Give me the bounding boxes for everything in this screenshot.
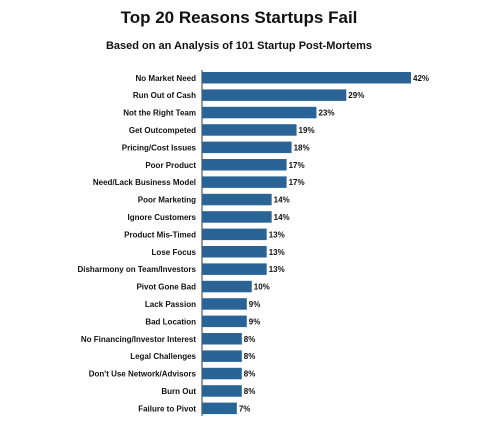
bar bbox=[202, 72, 411, 84]
value-label: 23% bbox=[318, 109, 334, 118]
value-label: 13% bbox=[269, 248, 285, 257]
category-label: Don't Use Network/Advisors bbox=[89, 370, 197, 379]
bar bbox=[202, 315, 247, 328]
category-label: Lack Passion bbox=[145, 300, 196, 309]
bar bbox=[202, 89, 347, 101]
category-label: Ignore Customers bbox=[128, 213, 197, 222]
value-label: 8% bbox=[244, 352, 256, 361]
category-label: Product Mis-Timed bbox=[124, 230, 196, 239]
category-label: Poor Product bbox=[145, 161, 196, 170]
category-label: Not the Right Team bbox=[123, 109, 196, 118]
chart-subtitle: Based on an Analysis of 101 Startup Post… bbox=[105, 40, 373, 52]
value-label: 42% bbox=[413, 74, 429, 83]
value-label: 7% bbox=[239, 404, 251, 413]
category-label: Run Out of Cash bbox=[133, 91, 196, 100]
bar bbox=[202, 141, 292, 154]
category-label: Failure to Pivot bbox=[138, 404, 196, 413]
value-label: 19% bbox=[299, 126, 315, 135]
bar bbox=[202, 333, 242, 345]
bar bbox=[202, 176, 287, 188]
bar bbox=[202, 350, 242, 362]
bar bbox=[202, 228, 267, 241]
value-label: 17% bbox=[289, 161, 305, 170]
value-label: 13% bbox=[269, 265, 285, 274]
value-label: 17% bbox=[289, 178, 305, 187]
value-label: 14% bbox=[274, 213, 290, 222]
value-label: 8% bbox=[244, 335, 256, 344]
bar bbox=[202, 246, 267, 258]
category-label: Lose Focus bbox=[152, 248, 197, 257]
bar bbox=[202, 367, 242, 380]
category-label: Need/Lack Business Model bbox=[93, 178, 196, 187]
bar bbox=[202, 263, 267, 275]
category-label: Disharmony on Team/Investors bbox=[77, 265, 196, 274]
value-label: 8% bbox=[244, 370, 256, 379]
category-label: Legal Challenges bbox=[130, 352, 196, 361]
category-label: Pricing/Cost Issues bbox=[122, 143, 197, 152]
category-label: Bad Location bbox=[145, 317, 196, 326]
bar bbox=[202, 159, 287, 171]
value-label: 14% bbox=[274, 196, 290, 205]
category-label: Get Outcompeted bbox=[129, 126, 196, 135]
value-label: 9% bbox=[249, 300, 261, 309]
bar bbox=[202, 298, 247, 310]
value-label: 13% bbox=[269, 230, 285, 239]
bar bbox=[202, 211, 272, 223]
category-label: Poor Marketing bbox=[138, 196, 196, 205]
category-label: Pivot Gone Bad bbox=[136, 283, 196, 292]
category-label: Burn Out bbox=[161, 387, 196, 396]
bar bbox=[202, 402, 237, 415]
category-label: No Financing/Investor Interest bbox=[81, 335, 196, 344]
bar bbox=[202, 106, 317, 119]
chart-title: Top 20 Reasons Startups Fail bbox=[120, 8, 358, 27]
value-label: 9% bbox=[249, 317, 261, 326]
bar bbox=[202, 124, 297, 136]
bars-layer: No Market Need 42% Run Out of Cash 29% Not t… bbox=[77, 70, 429, 417]
value-label: 29% bbox=[348, 91, 364, 100]
bar bbox=[202, 193, 272, 206]
value-label: 18% bbox=[294, 143, 310, 152]
category-label: No Market Need bbox=[136, 74, 197, 83]
value-label: 8% bbox=[244, 387, 256, 396]
value-label: 10% bbox=[254, 283, 270, 292]
bar bbox=[202, 280, 252, 293]
bar bbox=[202, 385, 242, 397]
